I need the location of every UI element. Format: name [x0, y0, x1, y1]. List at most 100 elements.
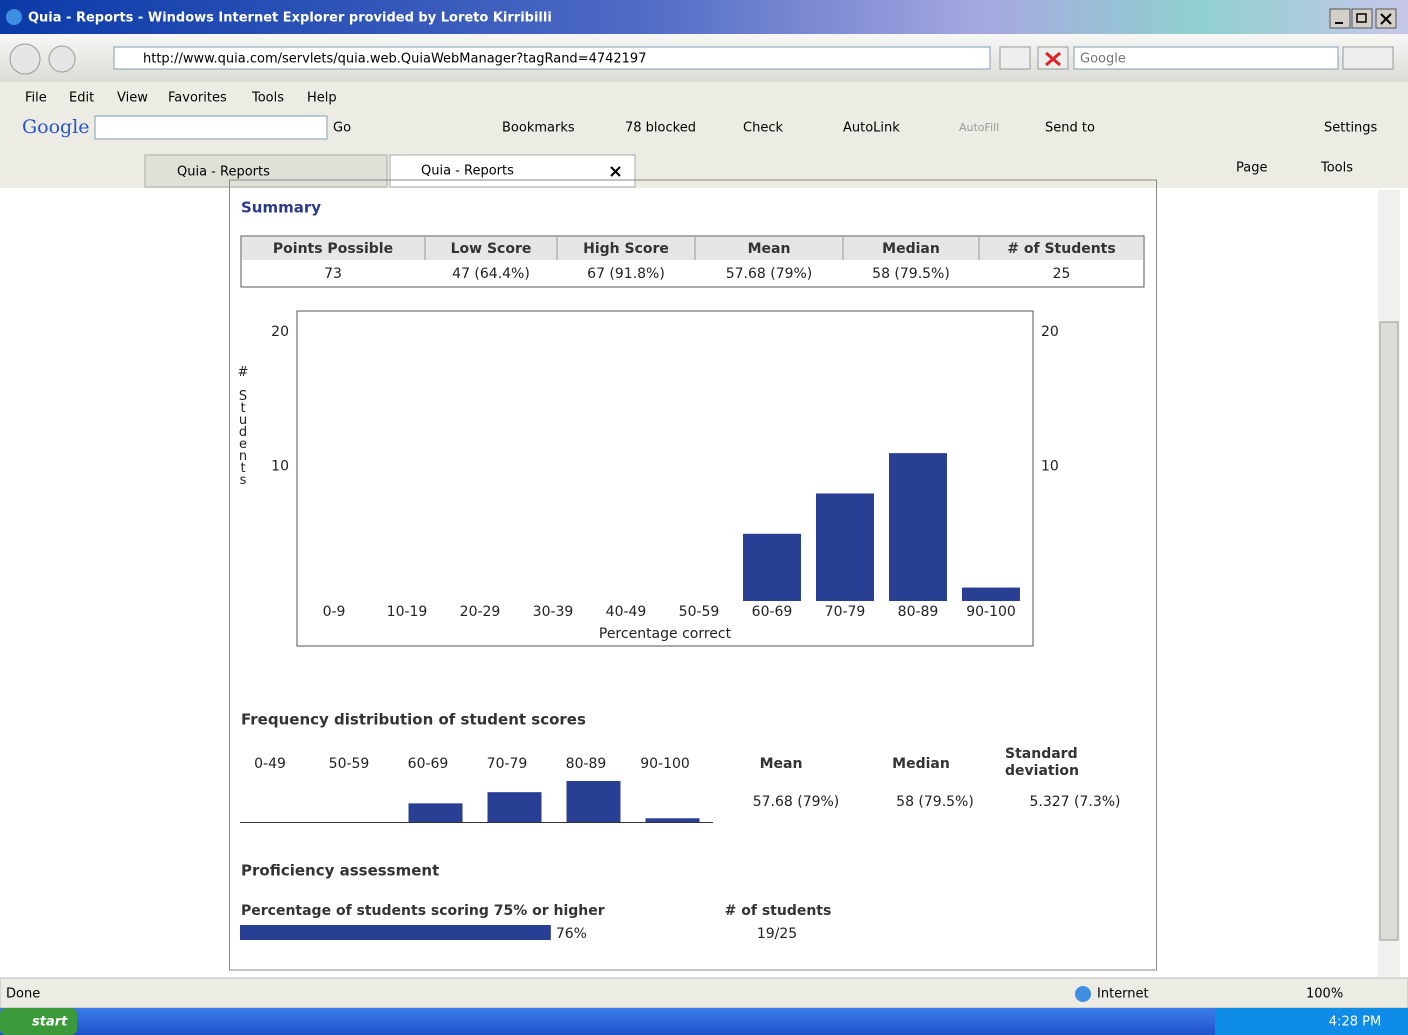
- x-axis-label: Percentage correct: [599, 626, 732, 642]
- bar: [889, 453, 947, 601]
- x-tick-label: 40-49: [606, 604, 647, 620]
- status-bar: [0, 977, 1408, 1009]
- table-header: Low Score: [451, 241, 532, 257]
- scroll-thumb[interactable]: [1379, 321, 1399, 941]
- stat-value: 5.327 (7.3%): [1029, 794, 1120, 810]
- x-tick-label: 0-49: [254, 756, 286, 772]
- taskbar: [0, 1008, 1408, 1035]
- x-tick-label: 90-100: [640, 756, 690, 772]
- menu-item[interactable]: Edit: [69, 91, 94, 106]
- send-to-button[interactable]: Send to: [1045, 121, 1095, 136]
- search-placeholder: Google: [1080, 52, 1126, 67]
- table-cell: 67 (91.8%): [587, 266, 665, 282]
- stat-header: Standard deviation: [1005, 746, 1079, 779]
- go-button[interactable]: Go: [333, 121, 351, 136]
- table-cell: 57.68 (79%): [726, 266, 813, 282]
- bar: [487, 792, 542, 822]
- menu-item[interactable]: Favorites: [168, 91, 227, 106]
- table-header: # of Students: [1007, 241, 1115, 257]
- proficiency-bar: 76%: [240, 925, 587, 942]
- table-cell: 25: [1053, 266, 1071, 282]
- table-header: Points Possible: [273, 241, 393, 257]
- frequency-chart: 0-49 50-59 60-69 70-79 80-89 90-100: [254, 756, 700, 822]
- url: http://www.quia.com/servlets/quia.web.Qu…: [143, 52, 646, 67]
- x-tick-label: 90-100: [966, 604, 1016, 620]
- bar: [408, 803, 463, 822]
- address-field[interactable]: [113, 46, 991, 70]
- autolink-button[interactable]: AutoLink: [843, 121, 900, 136]
- restore-button[interactable]: [1351, 8, 1373, 29]
- x-tick-label: 60-69: [408, 756, 449, 772]
- minimize-button[interactable]: [1329, 8, 1351, 29]
- table-cell: 58 (79.5%): [872, 266, 950, 282]
- students-value: 19/25: [757, 926, 797, 942]
- table-header: High Score: [583, 241, 669, 257]
- tab-title: Quia - Reports: [177, 165, 270, 180]
- menu-item[interactable]: Help: [307, 91, 337, 106]
- tab[interactable]: [144, 154, 388, 188]
- y-tick-label: 10: [271, 459, 289, 475]
- zone-icon: [1075, 986, 1091, 1002]
- ie-icon: [6, 9, 22, 25]
- x-tick-label: 0-9: [323, 604, 346, 620]
- menu-item[interactable]: Tools: [251, 91, 284, 106]
- stat-header: Mean: [760, 756, 803, 772]
- start-button[interactable]: [0, 1008, 77, 1035]
- bar: [645, 818, 700, 822]
- settings-button[interactable]: Settings: [1324, 121, 1378, 136]
- tools-menu[interactable]: Tools: [1320, 161, 1353, 176]
- x-tick-label: 70-79: [487, 756, 528, 772]
- stat-value: 57.68 (79%): [753, 794, 840, 810]
- title-bar: [0, 0, 1408, 34]
- menu-item[interactable]: File: [25, 91, 47, 106]
- stat-value: 58 (79.5%): [896, 794, 974, 810]
- students-header: # of students: [725, 903, 832, 919]
- popup-blocked[interactable]: 78 blocked: [625, 121, 696, 136]
- search-field[interactable]: [1073, 46, 1339, 70]
- x-tick-label: 10-19: [387, 604, 428, 620]
- section-title: Frequency distribution of student scores: [241, 711, 586, 729]
- value-label: 76%: [556, 926, 587, 942]
- bar: [743, 533, 801, 601]
- google-logo: Google: [22, 116, 90, 138]
- y2-tick-label: 20: [1041, 324, 1059, 340]
- bar: [962, 587, 1020, 601]
- y-axis-label: # Students: [236, 365, 251, 485]
- summary-header-row: [242, 237, 1143, 260]
- tab-title: Quia - Reports: [421, 164, 514, 179]
- search-button[interactable]: [1342, 46, 1394, 70]
- zoom-level[interactable]: 100%: [1306, 987, 1343, 1002]
- section-title: Proficiency assessment: [241, 862, 439, 880]
- forward-button[interactable]: [48, 45, 76, 73]
- refresh-button[interactable]: [999, 46, 1031, 70]
- start-label: start: [32, 1015, 68, 1030]
- tray: [1215, 1008, 1408, 1035]
- bar: [240, 925, 551, 940]
- report-frame: [229, 179, 1157, 971]
- y2-tick-label: 10: [1041, 459, 1059, 475]
- page-menu[interactable]: Page: [1236, 161, 1267, 176]
- histogram: 10 20 10 20 0-9 10-19 20-29 30-39 40-49 50-59 60-6…: [271, 324, 1059, 620]
- bookmarks-button[interactable]: Bookmarks: [502, 121, 575, 136]
- window-controls[interactable]: [1329, 8, 1397, 29]
- active-tab[interactable]: [389, 154, 636, 188]
- autofill-button[interactable]: AutoFill: [959, 121, 999, 134]
- back-button[interactable]: [9, 43, 41, 75]
- check-button[interactable]: Check: [743, 121, 783, 136]
- x-tick-label: 80-89: [566, 756, 607, 772]
- x-tick-label: 60-69: [752, 604, 793, 620]
- status-text: Done: [6, 987, 40, 1002]
- menu-item[interactable]: View: [117, 91, 148, 106]
- proficiency-label: Percentage of students scoring 75% or hi…: [241, 903, 605, 919]
- summary-cells: Points Possible 73 Low Score 47 (64.4%) High…: [273, 237, 1116, 282]
- google-search-box[interactable]: [94, 115, 328, 140]
- x-tick-label: 50-59: [679, 604, 720, 620]
- window-title: Quia - Reports - Windows Internet Explor…: [28, 11, 552, 26]
- table-header: Mean: [748, 241, 791, 257]
- table-cell: 73: [324, 266, 342, 282]
- bar: [816, 493, 874, 601]
- tab-close[interactable]: [610, 166, 621, 177]
- x-tick-label: 70-79: [825, 604, 866, 620]
- zone-text: Internet: [1097, 987, 1149, 1002]
